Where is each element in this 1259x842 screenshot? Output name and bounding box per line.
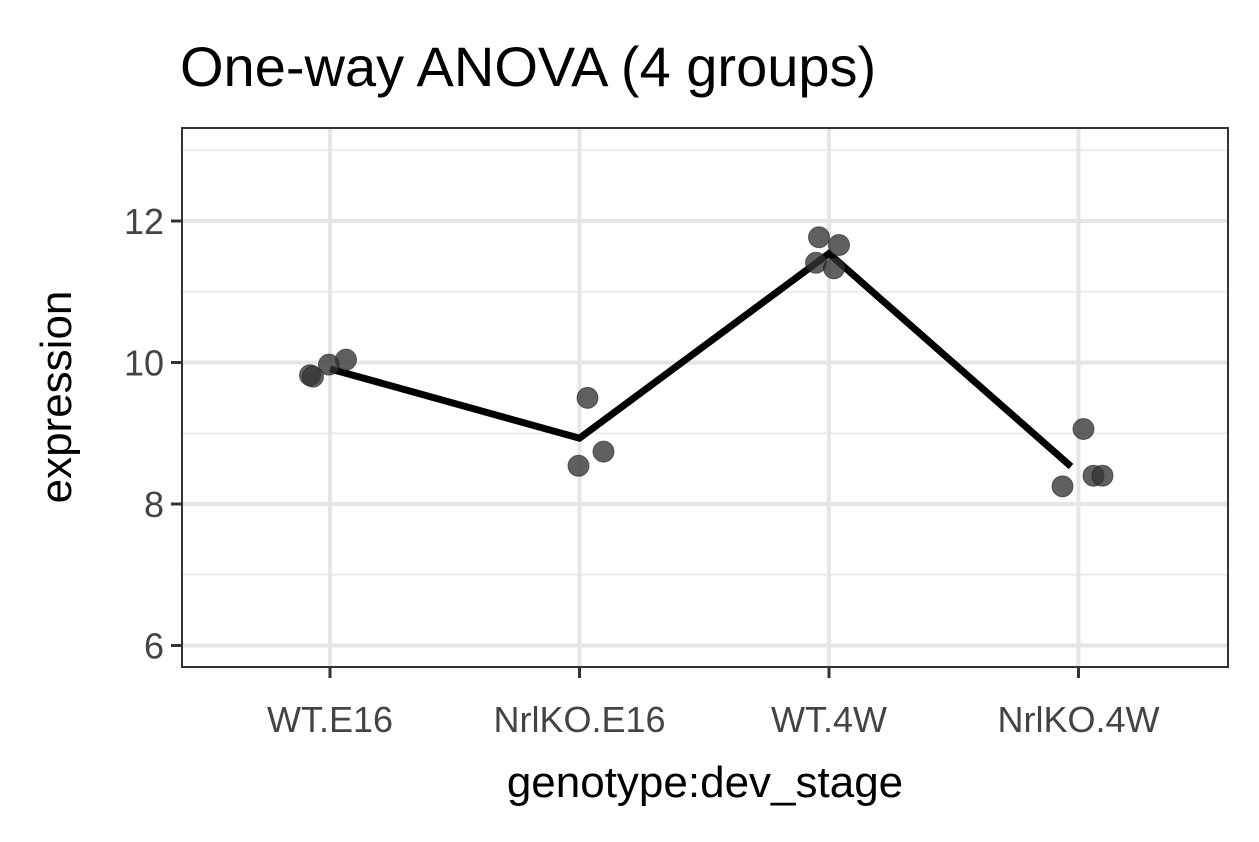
data-point xyxy=(1091,464,1114,487)
data-point xyxy=(823,257,845,280)
data-point xyxy=(808,226,830,249)
data-point xyxy=(592,440,615,463)
y-tick-label: 12 xyxy=(124,201,164,242)
data-point xyxy=(1051,475,1074,498)
y-tick-label: 6 xyxy=(144,626,164,667)
x-axis-title: genotype:dev_stage xyxy=(507,758,903,807)
y-axis-title: expression xyxy=(32,291,81,504)
x-tick-label: WT.4W xyxy=(771,699,887,740)
chart-title: One-way ANOVA (4 groups) xyxy=(180,35,876,98)
data-point xyxy=(567,454,590,477)
y-tick-label: 8 xyxy=(144,484,164,525)
x-tick-label: WT.E16 xyxy=(267,699,393,740)
panel-border xyxy=(181,127,1229,668)
data-point xyxy=(828,234,850,257)
data-point xyxy=(335,348,357,371)
grid xyxy=(182,128,1228,667)
data-point xyxy=(1072,418,1095,441)
x-tick-label: NrlKO.4W xyxy=(998,699,1160,740)
x-tick-label: NrlKO.E16 xyxy=(493,699,665,740)
x-axis: WT.E16 NrlKO.E16 WT.4W NrlKO.4W xyxy=(267,667,1160,740)
mean-line-layer xyxy=(329,249,1074,470)
data-point xyxy=(576,386,599,409)
data-point xyxy=(302,365,324,388)
y-axis: 6 8 10 12 xyxy=(124,201,182,667)
mean-line xyxy=(329,249,1074,470)
y-tick-label: 10 xyxy=(124,343,164,384)
points-layer xyxy=(299,226,1114,498)
